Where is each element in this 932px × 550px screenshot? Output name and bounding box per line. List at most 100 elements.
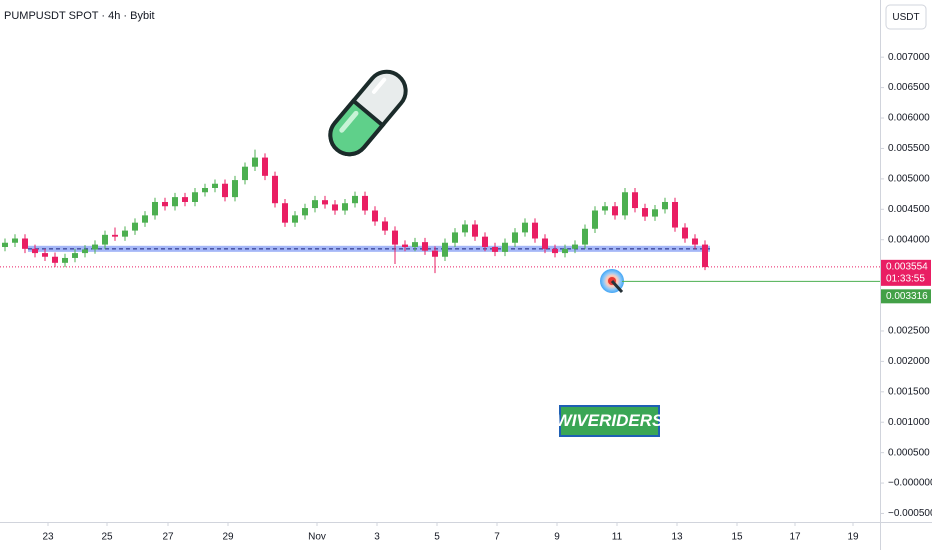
x-tick-label: Nov xyxy=(308,532,326,543)
y-tick-label: 0.004000 xyxy=(888,234,930,245)
candle-body xyxy=(192,192,198,202)
y-tick-label: 0.005500 xyxy=(888,143,930,154)
candle-body xyxy=(402,244,408,248)
x-tick-label: 5 xyxy=(434,532,440,543)
candle-body xyxy=(412,242,418,248)
candle-body xyxy=(82,249,88,254)
x-tick-label: 13 xyxy=(671,532,683,543)
y-tick-label: 0.002500 xyxy=(888,326,930,337)
candle-body xyxy=(312,200,318,209)
candle-body xyxy=(652,209,658,217)
candle-body xyxy=(692,238,698,245)
x-tick-label: 23 xyxy=(42,532,54,543)
candle-body xyxy=(452,232,458,243)
x-tick-label: 11 xyxy=(612,532,623,543)
chart-title: PUMPUSDT SPOT · 4h · Bybit xyxy=(4,10,155,22)
candle-body xyxy=(432,250,438,257)
x-tick-label: 17 xyxy=(789,532,801,543)
candle-body xyxy=(582,228,588,245)
y-tick-label: 0.007000 xyxy=(888,52,930,63)
candle-body xyxy=(212,183,218,188)
target-box xyxy=(881,289,931,304)
y-tick-label: −0.000500 xyxy=(888,508,932,519)
countdown-label: 01:33:55 xyxy=(886,273,925,284)
candle-body xyxy=(642,208,648,217)
candle-body xyxy=(322,200,328,205)
candle-body xyxy=(52,256,58,263)
candle-body xyxy=(132,222,138,231)
y-tick-label: 0.006000 xyxy=(888,113,930,124)
candle-body xyxy=(302,208,308,216)
y-tick-label: 0.001500 xyxy=(888,386,930,397)
last-price-box xyxy=(881,259,931,286)
candle-body xyxy=(122,230,128,237)
candle-body xyxy=(632,192,638,209)
last-price-label: 0.003554 xyxy=(886,261,928,272)
candle-body xyxy=(442,242,448,257)
candle-body xyxy=(502,242,508,252)
target-icon xyxy=(600,269,624,294)
candle-body xyxy=(112,234,118,237)
candle-body xyxy=(172,197,178,207)
y-tick-label: 0.002000 xyxy=(888,356,930,367)
y-tick-label: 0.004500 xyxy=(888,204,930,215)
candle-body xyxy=(292,215,298,223)
candle-body xyxy=(262,157,268,176)
candle-body xyxy=(42,253,48,257)
candle-body xyxy=(462,224,468,233)
y-tick-label: 0.001000 xyxy=(888,417,930,428)
candle-body xyxy=(682,227,688,239)
y-tick-label: 0.006500 xyxy=(888,82,930,93)
candle-body xyxy=(342,203,348,211)
candle-body xyxy=(392,230,398,245)
candle-body xyxy=(222,183,228,198)
y-tick-label: −0.000000 xyxy=(888,478,932,489)
candle-body xyxy=(512,232,518,243)
candle-body xyxy=(622,192,628,216)
candle-body xyxy=(252,157,258,167)
x-tick-label: 19 xyxy=(847,532,859,543)
candle-body xyxy=(702,244,708,268)
support-zone xyxy=(28,245,710,252)
candle-body xyxy=(152,201,158,216)
x-tick-label: 15 xyxy=(731,532,743,543)
candle-body xyxy=(12,238,18,243)
candle-body xyxy=(612,206,618,216)
candle-body xyxy=(532,222,538,239)
candle-body xyxy=(202,187,208,193)
candle-body xyxy=(62,257,68,263)
x-tick-label: 27 xyxy=(162,532,174,543)
badge-text: WIVERIDERS xyxy=(556,411,664,430)
candle-body xyxy=(552,248,558,254)
candle-body xyxy=(592,210,598,229)
candle-body xyxy=(162,201,168,207)
candle-body xyxy=(362,195,368,211)
x-tick-label: 3 xyxy=(374,532,380,543)
candle-body xyxy=(542,238,548,249)
candle-body xyxy=(92,244,98,250)
candle-body xyxy=(422,242,428,251)
candle-body xyxy=(2,242,8,248)
x-tick-label: 7 xyxy=(494,532,500,543)
candle-body xyxy=(332,204,338,211)
candle-body xyxy=(182,197,188,202)
candle-body xyxy=(22,238,28,249)
currency-button[interactable] xyxy=(885,4,927,30)
candle-body xyxy=(482,236,488,248)
candle-body xyxy=(232,180,238,198)
candle-body xyxy=(672,201,678,228)
currency-label: USDT xyxy=(892,12,919,23)
candle-body xyxy=(242,166,248,181)
badge: WIVERIDERS xyxy=(556,405,664,437)
y-tick-label: 0.000500 xyxy=(888,447,930,458)
candle-body xyxy=(522,222,528,233)
candle-body xyxy=(602,206,608,211)
candle-body xyxy=(372,210,378,222)
pill-icon xyxy=(328,69,408,157)
candle-body xyxy=(492,247,498,252)
target-label: 0.003316 xyxy=(886,291,928,302)
x-tick-label: 29 xyxy=(222,532,234,543)
x-tick-label: 9 xyxy=(554,532,560,543)
